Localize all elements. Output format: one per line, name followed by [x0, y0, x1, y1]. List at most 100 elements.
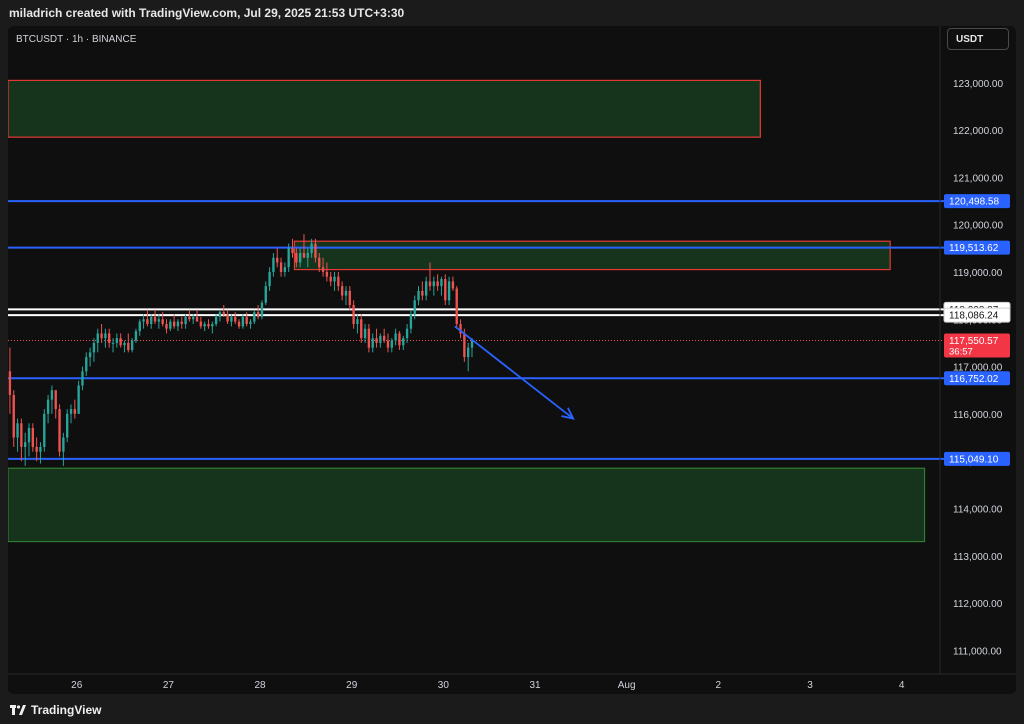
- candle-body: [402, 338, 405, 346]
- level-price-label-bg: [944, 451, 1010, 466]
- candle-body: [119, 338, 122, 346]
- candle-body: [421, 290, 424, 296]
- candle-body: [264, 286, 267, 303]
- levels-layer: [8, 200, 946, 460]
- price-tick-label: 119,000.00: [953, 268, 1003, 279]
- candle-body: [360, 319, 363, 339]
- candle-body: [447, 281, 451, 301]
- candle-body: [8, 371, 12, 395]
- candle-body: [172, 321, 176, 327]
- candle-body: [20, 423, 23, 447]
- candles-layer: [8, 234, 474, 466]
- candle-body: [138, 321, 141, 332]
- symbol-ticker[interactable]: BTCUSDT: [16, 34, 64, 45]
- zone-rect[interactable]: [8, 79, 761, 138]
- price-tick-label: 117,000.00: [953, 363, 1003, 374]
- candle-body: [241, 316, 245, 327]
- price-tick-label: 111,000.00: [953, 646, 1002, 657]
- candle-body: [363, 328, 367, 339]
- candle-body: [73, 409, 77, 414]
- white-level-price-label-bg: [943, 307, 1011, 323]
- candle-body: [58, 409, 61, 452]
- candle-body: [310, 243, 313, 254]
- zone-rect[interactable]: [293, 240, 891, 271]
- time-tick-label: 27: [163, 680, 175, 691]
- candle-body: [249, 321, 252, 324]
- candle-body: [134, 331, 138, 341]
- candle-body: [256, 312, 260, 317]
- candle-body: [88, 352, 92, 358]
- level-price-label: 116,752.02: [949, 374, 999, 385]
- candle-body: [142, 319, 145, 322]
- candle-body: [379, 335, 382, 343]
- candle-body: [184, 316, 187, 324]
- candle-body: [24, 442, 27, 447]
- candle-body: [146, 319, 149, 324]
- candle-body: [268, 271, 271, 287]
- trend-arrow[interactable]: [454, 325, 574, 420]
- time-tick-label: 2: [716, 680, 722, 691]
- symbol-info[interactable]: BTCUSDT · 1h · BINANCE: [16, 34, 136, 45]
- candle-body: [104, 333, 107, 339]
- candle-body: [440, 279, 443, 287]
- price-tick-label: 120,000.00: [953, 221, 1003, 232]
- candle-body: [279, 262, 283, 272]
- attribution-text: miladrich created with TradingView.com, …: [9, 6, 405, 20]
- level-price-label: 115,049.10: [949, 454, 999, 465]
- symbol-interval[interactable]: 1h: [71, 34, 84, 45]
- candle-body: [66, 413, 69, 438]
- candle-body: [123, 342, 126, 346]
- candle-body: [398, 333, 401, 346]
- arrow-layer: [454, 325, 575, 420]
- candle-body: [314, 243, 317, 258]
- candle-body: [237, 321, 241, 327]
- candle-body: [27, 428, 31, 443]
- candle-body: [54, 390, 57, 410]
- level-price-label: 119,513.62: [949, 243, 999, 254]
- candle-body: [451, 281, 455, 289]
- trend-arrow-head: [561, 407, 575, 420]
- candle-body: [85, 357, 88, 372]
- time-tick-label: 29: [346, 680, 358, 691]
- zone-rect[interactable]: [8, 467, 926, 543]
- price-tick-label: 122,000.00: [953, 126, 1003, 137]
- candle-body: [348, 290, 351, 306]
- candle-body: [203, 323, 206, 327]
- candle-body: [46, 399, 50, 414]
- price-tick-label: 113,000.00: [953, 552, 1003, 563]
- candle-body: [165, 323, 168, 329]
- candle-body: [16, 423, 19, 438]
- candle-body: [432, 281, 435, 287]
- candle-body: [207, 323, 210, 327]
- candle-body: [199, 321, 203, 327]
- candle-body: [302, 253, 306, 258]
- candle-body: [127, 342, 130, 350]
- candle-body: [466, 347, 470, 358]
- candle-body: [176, 321, 180, 327]
- chart-frame[interactable]: 124,000.00123,000.00122,000.00121,000.00…: [8, 26, 1016, 694]
- candle-body: [333, 276, 336, 282]
- footer-brand: TradingView: [31, 703, 102, 717]
- candle-body: [130, 340, 134, 350]
- candle-body: [318, 257, 321, 268]
- currency-button[interactable]: USDT: [947, 28, 1009, 50]
- candle-body: [386, 340, 390, 348]
- candle-body: [169, 321, 172, 329]
- zones-layer: [8, 79, 926, 543]
- candle-body: [340, 286, 344, 296]
- time-tick-label: Aug: [618, 680, 636, 691]
- candle-body: [100, 333, 103, 339]
- candle-body: [428, 281, 432, 287]
- candle-body: [367, 328, 371, 348]
- candle-body: [245, 316, 248, 324]
- candle-body: [92, 342, 96, 353]
- price-chart[interactable]: 124,000.00123,000.00122,000.00121,000.00…: [8, 26, 1016, 694]
- symbol-separator: ·: [83, 34, 92, 45]
- candle-body: [161, 319, 164, 324]
- candle-body: [81, 371, 84, 386]
- candle-body: [394, 333, 397, 341]
- price-labels-layer: 120,498.58 119,513.62 116,752.02 115,049.10…: [943, 194, 1011, 466]
- candle-body: [69, 409, 73, 414]
- candle-body: [413, 300, 416, 315]
- candle-body: [195, 316, 199, 322]
